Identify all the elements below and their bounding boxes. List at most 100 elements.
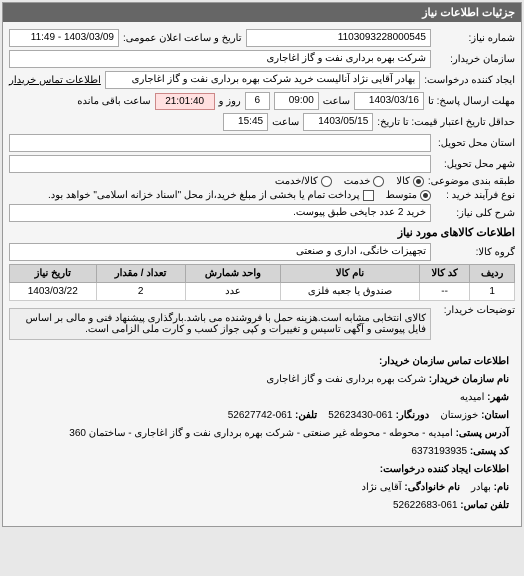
field-deadline-time: 09:00: [274, 92, 319, 110]
contact-org-val: شرکت بهره برداری نفت و گاز اغاجاری: [266, 374, 426, 385]
td-code: --: [419, 283, 470, 301]
radio-group-category: کالا خدمت کالا/خدمت: [275, 176, 424, 187]
th-row: ردیف: [470, 265, 515, 283]
field-goods-group: تجهیزات خانگی، اداری و صنعتی: [9, 243, 431, 261]
contact-province-fax: استان: خوزستان دورنگار: 061-52623430 تلف…: [15, 408, 509, 424]
radio-med[interactable]: [420, 190, 431, 201]
label-requester: ایجاد کننده درخواست:: [424, 75, 515, 86]
label-buyer-notes: توضیحات خریدار:: [435, 305, 515, 316]
contact-province-val: خوزستان: [440, 410, 478, 421]
table-header-row: ردیف کد کالا نام کالا واحد شمارش تعداد /…: [10, 265, 515, 283]
field-validity-date: 1403/05/15: [303, 113, 373, 131]
th-qty: تعداد / مقدار: [96, 265, 185, 283]
contact-title: اطلاعات تماس سازمان خریدار:: [15, 354, 509, 370]
link-buyer-contact[interactable]: اطلاعات تماس خریدار: [9, 75, 101, 86]
row-city: شهر محل تحویل:: [9, 155, 515, 173]
creator-family-lbl: نام خانوادگی:: [404, 482, 460, 493]
field-days: 6: [245, 92, 270, 110]
label-purchase-type: نوع فرآیند خرید :: [435, 190, 515, 201]
radio-label-goods: کالا: [396, 176, 410, 187]
th-date: تاریخ نیاز: [10, 265, 97, 283]
contact-org-lbl: نام سازمان خریدار:: [429, 374, 509, 385]
radio-item-med[interactable]: متوسط: [386, 190, 431, 201]
field-city: [9, 155, 431, 173]
contact-org: نام سازمان خریدار: شرکت بهره برداری نفت …: [15, 372, 509, 388]
creator-tel-val: 061-52622683: [393, 500, 458, 511]
radio-both[interactable]: [321, 176, 332, 187]
creator-family-val: آقایی نژاد: [362, 482, 402, 493]
table-row: 1 -- صندوق یا جعبه فلزی عدد 2 1403/03/22: [10, 283, 515, 301]
radio-item-goods[interactable]: کالا: [396, 176, 424, 187]
contact-addr-val: امیدیه - محوطه - محوطه غیر صنعتی - شرکت …: [69, 428, 453, 439]
field-province: [9, 134, 431, 152]
row-province: استان محل تحویل:: [9, 134, 515, 152]
th-unit: واحد شمارش: [185, 265, 281, 283]
contact-fax-lbl: دورنگار:: [396, 410, 430, 421]
radio-group-purchase: متوسط پرداخت تمام یا بخشی از مبلغ خرید،ا…: [48, 190, 431, 201]
th-code: کد کالا: [419, 265, 470, 283]
contact-province-lbl: استان:: [481, 410, 509, 421]
td-row: 1: [470, 283, 515, 301]
label-request-no: شماره نیاز:: [435, 33, 515, 44]
contact-city-val: امیدیه: [460, 392, 485, 403]
row-buyer-org: سازمان خریدار: شرکت بهره برداری نفت و گا…: [9, 50, 515, 68]
checkbox-partial[interactable]: [363, 190, 374, 201]
label-time1: ساعت: [323, 96, 350, 107]
radio-service[interactable]: [373, 176, 384, 187]
need-details-panel: جزئیات اطلاعات نیاز شماره نیاز: 11030932…: [2, 2, 522, 527]
radio-label-service: خدمت: [344, 176, 371, 187]
checkbox-item-partial[interactable]: پرداخت تمام یا بخشی از مبلغ خرید،از محل …: [48, 190, 374, 201]
row-need-desc: شرح کلی نیاز: خرید 2 عدد جایخی طبق پیوست…: [9, 204, 515, 222]
contact-postal-val: 6373193935: [411, 446, 467, 457]
field-validity-time: 15:45: [223, 113, 268, 131]
contact-addr: آدرس پستی: امیدیه - محوطه - محوطه غیر صن…: [15, 426, 509, 442]
label-need-desc: شرح کلی نیاز:: [435, 208, 515, 219]
field-announce-dt: 1403/03/09 - 11:49: [9, 29, 119, 47]
contact-city-lbl: شهر:: [487, 392, 509, 403]
panel-title: جزئیات اطلاعات نیاز: [3, 3, 521, 22]
row-validity: حداقل تاریخ اعتبار قیمت: تا تاریخ: 1403/…: [9, 113, 515, 131]
contact-phone-val: 061-52627742: [228, 410, 293, 421]
contact-addr-lbl: آدرس پستی:: [456, 428, 509, 439]
label-province: استان محل تحویل:: [435, 138, 515, 149]
section-goods-info: اطلاعات کالاهای مورد نیاز: [9, 226, 515, 239]
label-deadline: مهلت ارسال پاسخ: تا: [428, 96, 515, 107]
contact-block: اطلاعات تماس سازمان خریدار: نام سازمان خ…: [9, 346, 515, 522]
panel-body: شماره نیاز: 1103093228000545 تاریخ و ساع…: [3, 22, 521, 526]
row-request-no: شماره نیاز: 1103093228000545 تاریخ و ساع…: [9, 29, 515, 47]
row-purchase-type: نوع فرآیند خرید : متوسط پرداخت تمام یا ب…: [9, 190, 515, 201]
contact-fax-val: 061-52623430: [328, 410, 393, 421]
radio-label-both: کالا/خدمت: [275, 176, 318, 187]
creator-name-val: بهادر: [471, 482, 491, 493]
row-category: طبقه بندی موضوعی: کالا خدمت کالا/خدمت: [9, 176, 515, 187]
contact-city: شهر: امیدیه: [15, 390, 509, 406]
field-buyer-notes: کالای انتخابی مشابه است.هزینه حمل با فرو…: [9, 308, 431, 340]
goods-table: ردیف کد کالا نام کالا واحد شمارش تعداد /…: [9, 264, 515, 301]
field-timer: 21:01:40: [155, 93, 215, 110]
creator-title: اطلاعات ایجاد کننده درخواست:: [15, 462, 509, 478]
contact-phone-lbl: تلفن:: [295, 410, 317, 421]
field-need-desc: خرید 2 عدد جایخی طبق پیوست.: [9, 204, 431, 222]
row-buyer-notes: توضیحات خریدار: کالای انتخابی مشابه است.…: [9, 305, 515, 343]
label-remain-suffix: ساعت باقی مانده: [77, 96, 150, 107]
td-name: صندوق یا جعبه فلزی: [281, 283, 420, 301]
creator-tel-lbl: تلفن تماس:: [460, 500, 509, 511]
td-qty: 2: [96, 283, 185, 301]
field-deadline-date: 1403/03/16: [354, 92, 424, 110]
creator-name: نام: بهادر نام خانوادگی: آقایی نژاد: [15, 480, 509, 496]
radio-item-both[interactable]: کالا/خدمت: [275, 176, 332, 187]
label-goods-group: گروه کالا:: [435, 247, 515, 258]
field-requester: بهادر آقایی نژاد آنالیست خرید شرکت بهره …: [105, 71, 420, 89]
radio-label-med: متوسط: [386, 190, 417, 201]
contact-postal: کد پستی: 6373193935: [15, 444, 509, 460]
creator-tel: تلفن تماس: 061-52622683: [15, 498, 509, 514]
label-time2: ساعت: [272, 117, 299, 128]
label-category: طبقه بندی موضوعی:: [428, 176, 515, 187]
creator-name-lbl: نام:: [494, 482, 509, 493]
td-date: 1403/03/22: [10, 283, 97, 301]
radio-goods[interactable]: [413, 176, 424, 187]
row-requester: ایجاد کننده درخواست: بهادر آقایی نژاد آن…: [9, 71, 515, 89]
radio-item-service[interactable]: خدمت: [344, 176, 385, 187]
label-city: شهر محل تحویل:: [435, 159, 515, 170]
contact-postal-lbl: کد پستی:: [470, 446, 509, 457]
